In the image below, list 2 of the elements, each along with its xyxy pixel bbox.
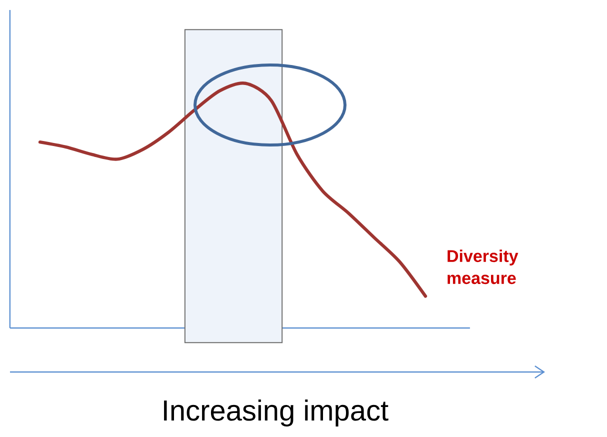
x-axis-title: Increasing impact bbox=[164, 399, 388, 427]
series-label: Diversity measure bbox=[448, 250, 518, 284]
